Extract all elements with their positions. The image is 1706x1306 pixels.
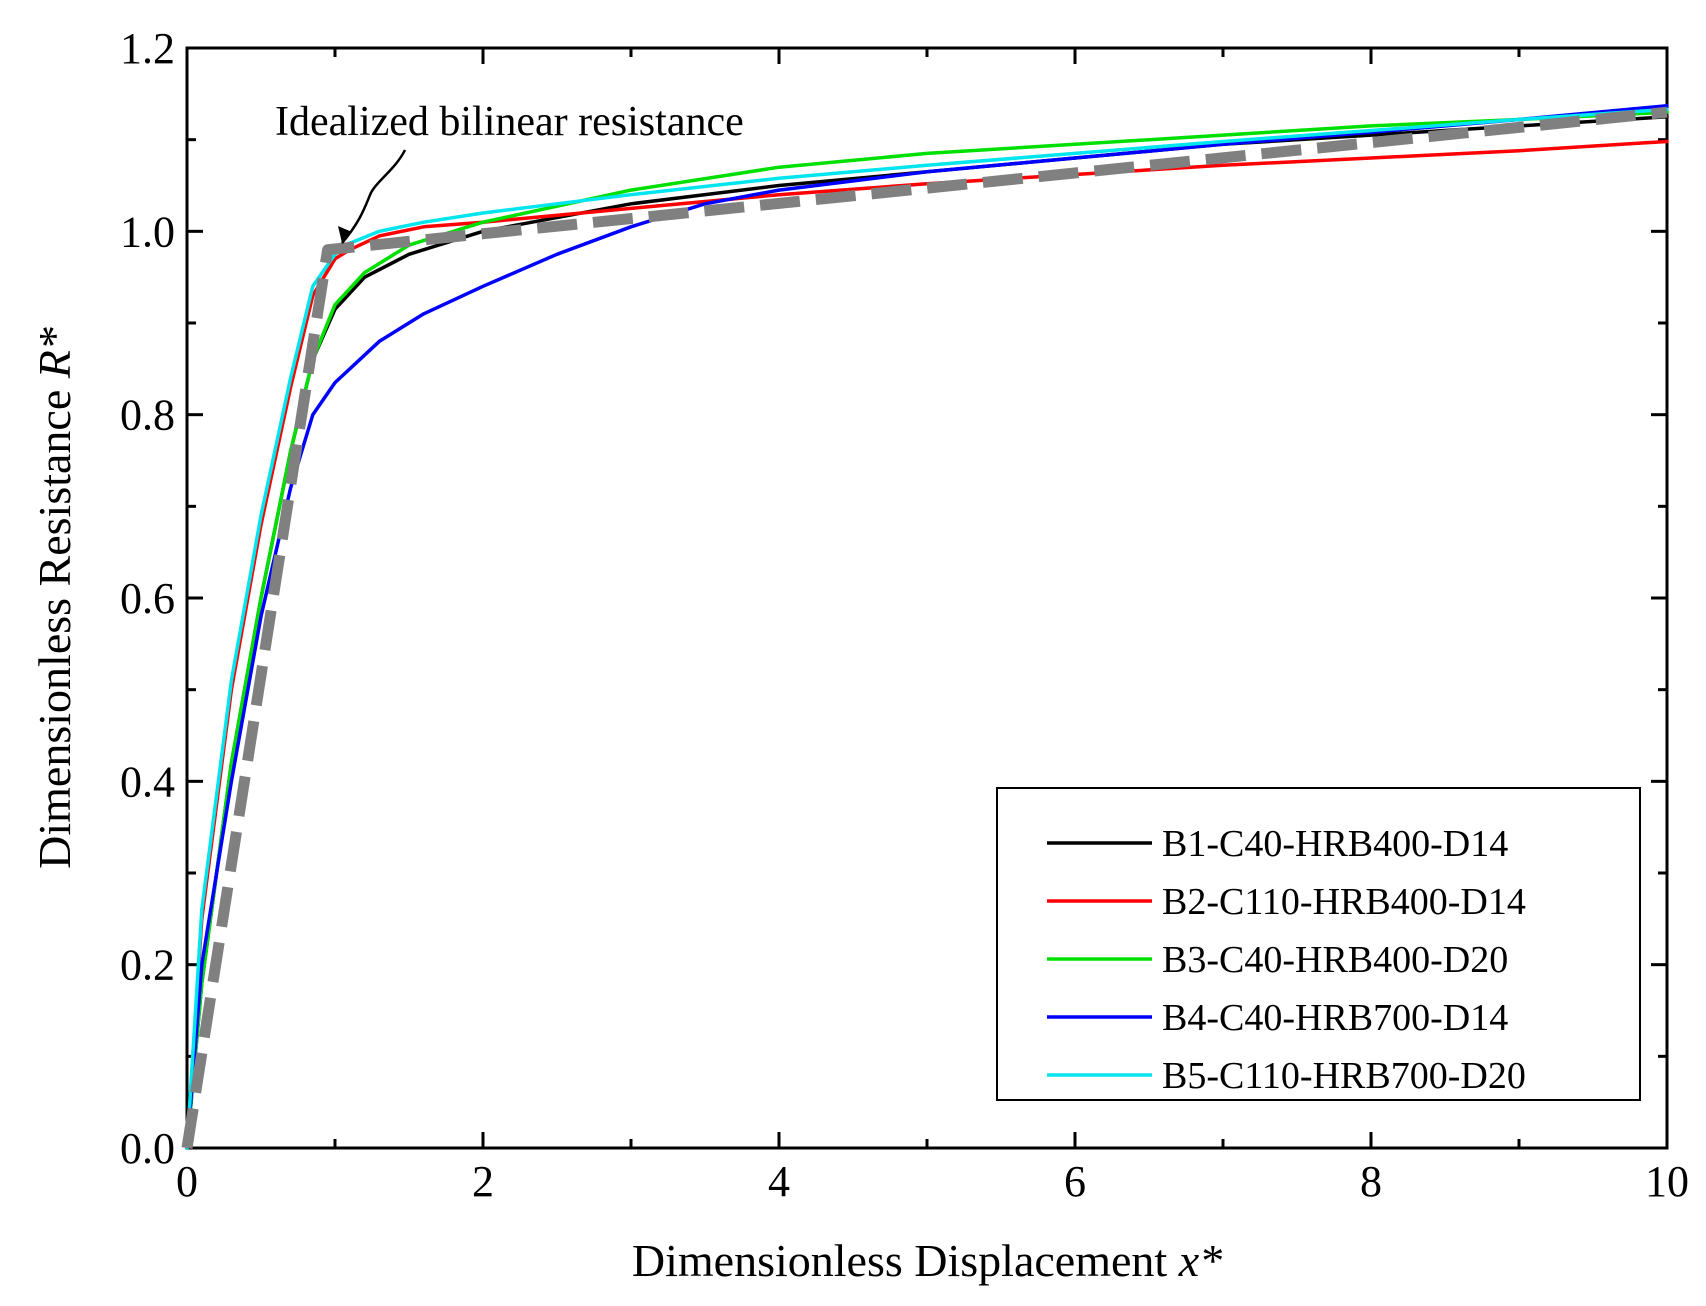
y-tick-label: 0.4 [120, 757, 175, 806]
legend-label: B4-C40-HRB700-D14 [1162, 997, 1508, 1039]
y-axis-title: Dimensionless Resistance R* [29, 327, 80, 869]
x-tick-label: 10 [1645, 1157, 1689, 1206]
legend-label: B1-C40-HRB400-D14 [1162, 823, 1508, 865]
annotation-text: Idealized bilinear resistance [275, 99, 744, 145]
x-tick-label: 6 [1064, 1157, 1086, 1206]
y-tick-label: 0.8 [120, 391, 175, 440]
legend-box [996, 787, 1641, 1101]
y-axis-variable: R* [29, 327, 80, 379]
x-tick-label: 4 [768, 1157, 790, 1206]
y-tick-label: 0.0 [120, 1124, 175, 1173]
series-layer [181, 104, 1669, 1150]
y-tick-label: 0.6 [120, 574, 175, 623]
x-tick-label: 2 [472, 1157, 494, 1206]
x-axis-title-text: Dimensionless Displacement [632, 1235, 1168, 1286]
y-tick-label: 0.2 [120, 941, 175, 990]
annotation-arrow [341, 149, 407, 244]
legend-label: B5-C110-HRB700-D20 [1162, 1055, 1526, 1097]
x-axis-variable: x* [1178, 1235, 1222, 1286]
y-tick-label: 1.2 [120, 24, 175, 73]
series-line-b4-c40-hrb700-d14 [185, 104, 1669, 1150]
annotation-arrowhead [338, 226, 352, 243]
series-line-idealized-bilinear [181, 106, 1668, 1149]
x-tick-label: 8 [1360, 1157, 1382, 1206]
y-axis-title-text: Dimensionless Resistance [29, 390, 80, 869]
x-axis-title: Dimensionless Displacement x* [632, 1235, 1222, 1286]
legend-label: B3-C40-HRB400-D20 [1162, 939, 1508, 981]
y-axis-ticks: 0.0 0.2 0.4 0.6 0.8 1.0 1.2 [120, 24, 1667, 1173]
legend: B1-C40-HRB400-D14 B2-C110-HRB400-D14 B3-C4… [996, 787, 1641, 1101]
y-tick-label: 1.0 [120, 207, 175, 256]
legend-label: B2-C110-HRB400-D14 [1162, 881, 1526, 923]
x-tick-label: 0 [176, 1157, 198, 1206]
series-line-b5-c110-hrb700-d20 [185, 107, 1669, 1150]
x-axis-ticks: 0 2 4 6 8 10 [176, 48, 1689, 1206]
legend-items: B1-C40-HRB400-D14 B2-C110-HRB400-D14 B3-C4… [1047, 823, 1526, 1097]
